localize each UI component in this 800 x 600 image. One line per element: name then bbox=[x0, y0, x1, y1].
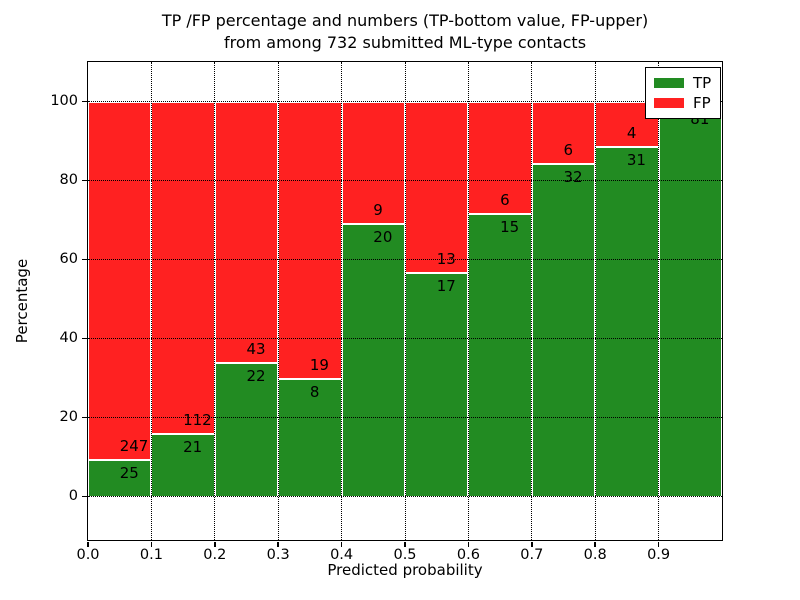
tp-count-label: 22 bbox=[246, 366, 266, 385]
x-tick bbox=[594, 541, 596, 547]
x-tick-label: 0.5 bbox=[393, 547, 417, 563]
bar-fp-segment bbox=[151, 101, 215, 435]
fp-count-label: 13 bbox=[436, 249, 456, 268]
x-tick-label: 0.4 bbox=[330, 547, 354, 563]
bar-tp-segment bbox=[658, 106, 722, 497]
legend-label-tp: TP bbox=[693, 74, 712, 92]
x-tick bbox=[404, 541, 406, 547]
x-tick-label: 0.3 bbox=[266, 547, 290, 563]
fp-count-label: 247 bbox=[119, 437, 149, 456]
bar-tp-segment bbox=[278, 379, 342, 497]
legend: TP FP bbox=[645, 67, 722, 119]
x-gridline bbox=[404, 62, 406, 540]
x-tick-label: 0.9 bbox=[647, 547, 671, 563]
y-tick-label: 20 bbox=[59, 408, 78, 425]
x-tick bbox=[214, 541, 216, 547]
x-tick-label: 0.1 bbox=[139, 547, 163, 563]
chart-title-line1: TP /FP percentage and numbers (TP-bottom… bbox=[161, 11, 649, 30]
x-tick bbox=[150, 541, 153, 547]
x-gridline bbox=[277, 62, 279, 540]
y-tick bbox=[81, 100, 87, 103]
y-tick bbox=[81, 258, 87, 261]
x-tick-label: 0.7 bbox=[520, 547, 544, 563]
bar-fp-segment bbox=[214, 101, 279, 363]
x-tick bbox=[340, 541, 343, 547]
tp-count-label: 31 bbox=[626, 150, 646, 169]
tp-count-label: 32 bbox=[563, 167, 583, 186]
bar-tp-segment bbox=[151, 434, 215, 497]
bar-tp-segment bbox=[531, 163, 596, 497]
y-tick-label: 80 bbox=[59, 171, 78, 188]
tp-count-label: 21 bbox=[183, 438, 203, 457]
tp-legend-swatch-icon bbox=[654, 78, 684, 88]
legend-entry-tp: TP bbox=[654, 73, 711, 93]
bar-tp-segment bbox=[341, 224, 405, 497]
x-tick bbox=[277, 541, 279, 547]
bar-fp-segment bbox=[405, 101, 469, 273]
x-gridline bbox=[531, 62, 533, 540]
legend-label-fp: FP bbox=[693, 94, 711, 112]
y-tick bbox=[81, 495, 87, 498]
x-tick bbox=[467, 541, 470, 547]
y-tick bbox=[81, 179, 87, 182]
tp-count-label: 8 bbox=[309, 383, 320, 402]
x-tick-label: 0.0 bbox=[76, 547, 100, 563]
x-tick bbox=[657, 541, 660, 547]
fp-count-label: 112 bbox=[183, 411, 212, 430]
bar-tp-segment bbox=[405, 272, 469, 497]
x-tick bbox=[87, 541, 89, 547]
fp-count-label: 4 bbox=[626, 123, 637, 142]
tp-count-label: 20 bbox=[373, 228, 393, 247]
fp-count-label: 43 bbox=[246, 339, 266, 358]
y-tick bbox=[81, 337, 87, 340]
x-tick-label: 0.2 bbox=[203, 547, 227, 563]
x-tick bbox=[531, 541, 533, 547]
x-tick-label: 0.8 bbox=[583, 547, 607, 563]
x-axis-label: Predicted probability bbox=[327, 561, 483, 579]
chart-title: TP /FP percentage and numbers (TP-bottom… bbox=[88, 10, 722, 54]
bar-fp-segment bbox=[88, 101, 152, 461]
tp-count-label: 15 bbox=[500, 218, 520, 237]
y-tick-label: 40 bbox=[59, 329, 78, 346]
tp-count-label: 25 bbox=[119, 464, 139, 483]
fp-count-label: 19 bbox=[309, 356, 329, 375]
x-tick-label: 0.6 bbox=[456, 547, 480, 563]
bar-tp-segment bbox=[468, 214, 532, 497]
bar-tp-segment bbox=[595, 146, 659, 497]
y-tick bbox=[81, 416, 87, 419]
fp-count-label: 9 bbox=[373, 201, 383, 220]
y-tick-label: 0 bbox=[68, 487, 78, 504]
x-gridline bbox=[467, 62, 469, 540]
fp-count-label: 6 bbox=[563, 140, 574, 159]
bar-fp-segment bbox=[531, 101, 596, 164]
x-gridline bbox=[658, 62, 660, 540]
legend-entry-fp: FP bbox=[654, 93, 711, 113]
y-tick-label: 60 bbox=[59, 250, 78, 267]
y-tick-label: 100 bbox=[50, 92, 78, 109]
x-gridline bbox=[214, 62, 216, 540]
y-axis-label: Percentage bbox=[13, 258, 31, 344]
x-gridline bbox=[341, 62, 343, 540]
bar-tp-segment bbox=[88, 460, 152, 497]
x-gridline bbox=[150, 62, 152, 540]
tp-count-label: 17 bbox=[436, 276, 456, 295]
chart-title-line2: from among 732 submitted ML-type contact… bbox=[223, 33, 587, 52]
fp-count-label: 6 bbox=[500, 191, 510, 210]
x-gridline bbox=[594, 62, 596, 540]
fp-legend-swatch-icon bbox=[654, 98, 684, 108]
